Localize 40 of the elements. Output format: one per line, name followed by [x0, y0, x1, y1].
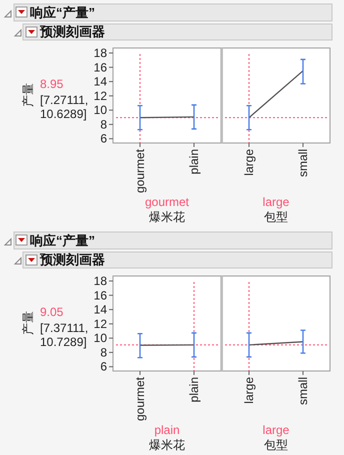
chart-subtitle: 预测刻画器	[39, 24, 105, 39]
ref-line-label: 9.05	[40, 305, 64, 319]
ref-line-label: gourmet	[144, 195, 190, 209]
y-tick-label: 14	[94, 302, 108, 317]
ref-line-label: 8.95	[40, 77, 64, 91]
x-axis-title: 爆米花	[149, 210, 185, 224]
x-tick-label: gourmet	[133, 148, 147, 194]
y-tick-label: 16	[94, 288, 108, 302]
x-tick-label: plain	[187, 377, 201, 402]
x-axis-title: 包型	[264, 210, 288, 224]
y-tick-label: 10	[94, 103, 108, 118]
y-tick-label: 18	[94, 274, 108, 288]
y-axis-title: 产量	[21, 311, 35, 335]
x-tick-label: small	[296, 149, 310, 178]
y-tick-label: 6	[100, 360, 108, 374]
y-tick-label: 12	[94, 316, 108, 331]
chart-title: 响应“产量”	[30, 233, 95, 248]
y-axis-title: 产量	[21, 83, 35, 107]
x-tick-label: plain	[187, 149, 201, 174]
y-tick-label: 16	[94, 60, 108, 74]
y-tick-label: 8	[100, 117, 108, 132]
chart-subtitle: 预测刻画器	[39, 252, 105, 267]
x-tick-label: small	[296, 377, 310, 406]
y-tick-label: 14	[94, 74, 108, 89]
text: [7.37111, 10.7289]	[40, 321, 88, 349]
x-tick-label: large	[242, 376, 256, 404]
ref-line-label: large	[262, 423, 290, 437]
y-tick-label: 12	[94, 88, 108, 103]
text: [7.27111, 10.6289]	[40, 93, 88, 121]
y-tick-label: 10	[94, 331, 108, 346]
x-tick-label: gourmet	[133, 376, 147, 422]
x-axis-title: 爆米花	[149, 438, 185, 452]
y-tick-label: 8	[100, 345, 108, 360]
x-tick-label: large	[242, 148, 256, 176]
ref-line-label: large	[262, 195, 290, 209]
y-tick-label: 6	[100, 132, 108, 146]
ref-line-label: plain	[154, 423, 180, 437]
chart-title: 响应“产量”	[30, 5, 95, 20]
y-tick-label: 18	[94, 46, 108, 60]
x-axis-title: 包型	[264, 438, 288, 452]
